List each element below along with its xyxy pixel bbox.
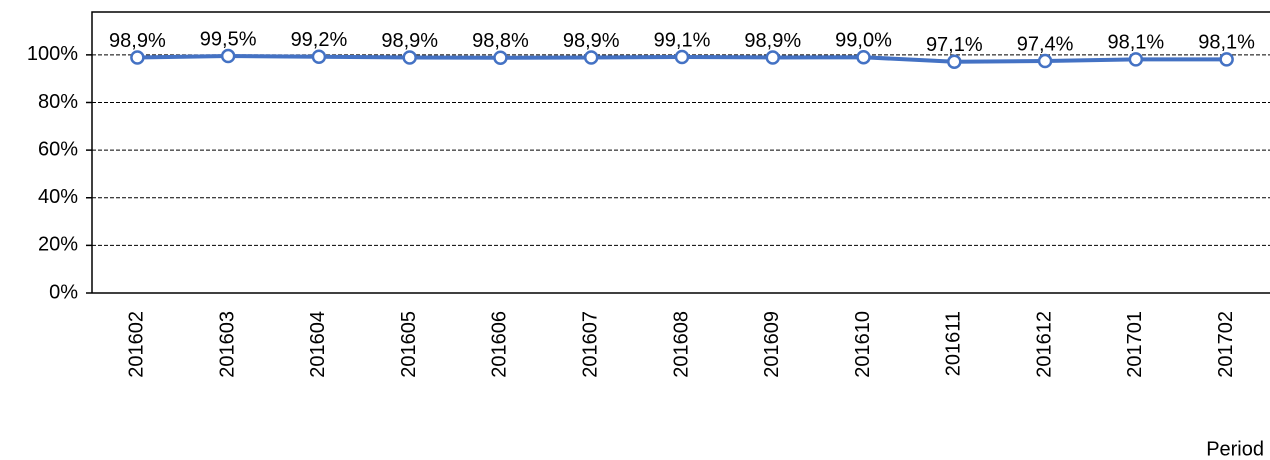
marker	[220, 48, 236, 64]
x-tick-label: 201604	[307, 311, 329, 378]
data-label: 97,4%	[1017, 33, 1074, 55]
data-label: 99,5%	[200, 28, 257, 50]
y-tick-label: 40%	[38, 186, 78, 208]
marker	[583, 50, 599, 65]
data-label: 99,2%	[291, 29, 348, 51]
data-label: 98,1%	[1198, 32, 1255, 54]
x-tick-label: 201610	[852, 311, 874, 378]
x-tick-label: 201608	[670, 311, 692, 378]
x-axis-label: Period	[1206, 438, 1264, 460]
marker	[856, 49, 871, 65]
x-tick-label: 201701	[1124, 311, 1146, 378]
x-tick-label: 201605	[398, 311, 420, 378]
x-tick-label: 201609	[761, 311, 783, 378]
x-tick-label: 201612	[1033, 311, 1055, 378]
marker	[311, 49, 327, 65]
marker	[947, 54, 962, 70]
x-tick-label: 201606	[489, 311, 511, 378]
marker	[674, 49, 690, 65]
data-label: 97,1%	[926, 34, 983, 56]
data-label: 99,1%	[654, 29, 711, 51]
data-label: 98,9%	[109, 30, 166, 52]
y-tick-label: 60%	[38, 138, 78, 160]
data-label: 98,1%	[1107, 32, 1164, 54]
y-tick-label: 100%	[27, 43, 78, 65]
marker	[1128, 52, 1144, 67]
y-tick-label: 0%	[49, 281, 78, 303]
marker	[402, 50, 417, 65]
data-label: 99,0%	[835, 30, 892, 52]
y-tick-label: 80%	[38, 91, 78, 113]
y-tick-label: 20%	[38, 234, 78, 256]
data-label: 98,8%	[472, 30, 529, 52]
x-tick-label: 201603	[216, 311, 238, 378]
data-label: 98,9%	[563, 30, 620, 52]
marker	[1037, 53, 1053, 69]
marker	[493, 50, 508, 65]
data-label: 98,9%	[744, 30, 801, 52]
data-label: 98,9%	[381, 30, 438, 52]
marker	[130, 50, 145, 65]
marker	[1219, 52, 1234, 67]
marker	[765, 50, 781, 65]
plot-frame	[91, 11, 1270, 293]
x-tick-label: 201702	[1215, 311, 1237, 378]
x-tick-label: 201611	[943, 311, 965, 376]
x-tick-label: 201607	[580, 311, 602, 378]
x-tick-label: 201602	[126, 311, 148, 378]
